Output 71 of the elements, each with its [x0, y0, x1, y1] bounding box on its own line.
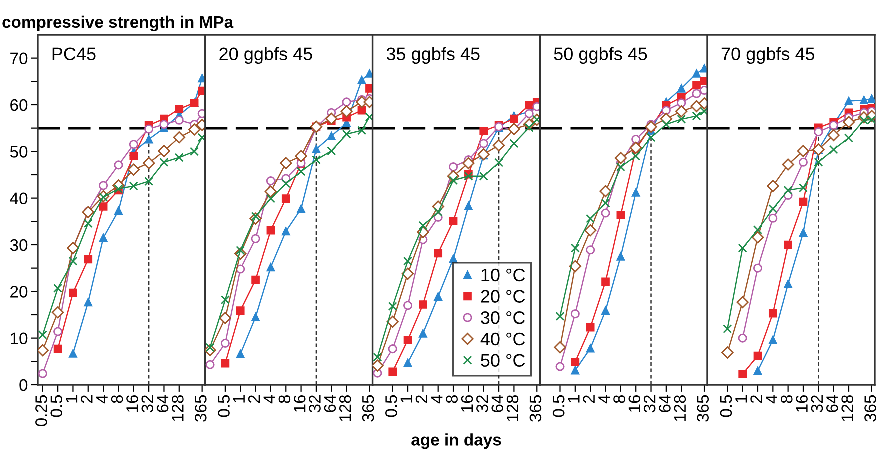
x-tick-label: 128: [674, 395, 686, 422]
x-tick-label: 365: [530, 395, 542, 422]
x-axis-title: age in days: [412, 434, 502, 450]
x-tick-label: 8: [780, 395, 793, 404]
x-tick-label: 0.5: [50, 395, 63, 418]
text: 20 ggbfs 45: [220, 47, 312, 64]
y-tick-label: 50: [10, 146, 28, 158]
x-tick-label: 64: [156, 395, 169, 412]
y-tick-label: 0: [20, 379, 28, 392]
x-tick-label: 64: [826, 395, 838, 412]
x-tick-label: 64: [492, 395, 504, 412]
x-tick-label: 365: [864, 395, 876, 422]
x-tick-label: 32: [309, 396, 321, 413]
x-tick-label: 4: [766, 395, 778, 404]
x-tick-label: 365: [362, 395, 374, 422]
y-tick-label: 60: [10, 99, 28, 112]
x-tick-label: 32: [476, 396, 488, 413]
y-tick-label: 10: [11, 332, 28, 345]
x-tick-label: 32: [142, 396, 154, 413]
x-tick-label: 8: [614, 395, 626, 404]
x-tick-label: 1: [736, 396, 748, 403]
legend-label: 20 °C: [481, 290, 526, 303]
x-tick-label: 2: [416, 396, 428, 404]
x-tick-label: 128: [172, 395, 184, 422]
x-tick-label: 1: [66, 396, 78, 403]
legend-label: 30 °C: [481, 312, 526, 324]
x-tick-label: 1: [400, 396, 412, 403]
y-tick-label: 30: [10, 239, 28, 252]
x-tick-label: 8: [111, 395, 124, 404]
text: 35 ggbfs 45: [386, 47, 480, 64]
text: 50 ggbfs 45: [554, 47, 648, 64]
x-tick-label: 2: [248, 396, 260, 404]
x-tick-label: 16: [126, 395, 138, 412]
x-tick-label: 8: [278, 395, 291, 404]
x-tick-label: 0.5: [720, 395, 732, 418]
x-tick-label: 64: [324, 395, 336, 412]
x-tick-label: 4: [264, 395, 276, 404]
x-tick-label: 128: [842, 395, 854, 422]
x-tick-label: 1: [568, 396, 580, 403]
x-tick-label: 0.5: [218, 395, 230, 418]
x-tick-label: 0.5: [552, 395, 565, 418]
x-tick-label: 365: [697, 395, 710, 422]
x-tick-label: 64: [659, 395, 671, 412]
x-tick-label: 128: [506, 395, 519, 422]
x-tick-label: 8: [446, 395, 458, 404]
x-tick-label: 0.5: [386, 395, 398, 418]
x-tick-label: 128: [339, 395, 352, 422]
y-axis-title: compressive strength in MPa: [2, 16, 234, 32]
x-tick-label: 16: [294, 395, 306, 412]
x-tick-label: 4: [96, 395, 108, 404]
x-tick-label: 1: [233, 396, 245, 403]
x-tick-label: 32: [644, 396, 656, 413]
y-tick-label: 70: [10, 52, 28, 65]
x-tick-label: 32: [811, 396, 824, 413]
x-tick-label: 16: [628, 395, 641, 412]
legend-label: 10 °C: [482, 268, 526, 282]
x-tick-label: 2: [750, 396, 762, 404]
x-tick-label: 16: [461, 395, 474, 412]
y-tick-label: 40: [10, 192, 28, 205]
y-tick-label: 20: [10, 286, 28, 298]
x-tick-label: 0.25: [36, 395, 48, 427]
legend-label: 40 °C: [480, 332, 526, 346]
x-tick-label: 4: [598, 395, 610, 404]
text: 70 ggbfs 45: [722, 47, 815, 64]
x-tick-label: 4: [431, 395, 443, 404]
text: PC45: [52, 48, 96, 61]
x-tick-label: 365: [195, 395, 207, 422]
legend-label: 50 °C: [481, 354, 526, 367]
x-tick-label: 2: [81, 396, 93, 404]
x-tick-label: 16: [796, 395, 808, 412]
x-tick-label: 2: [583, 396, 595, 404]
